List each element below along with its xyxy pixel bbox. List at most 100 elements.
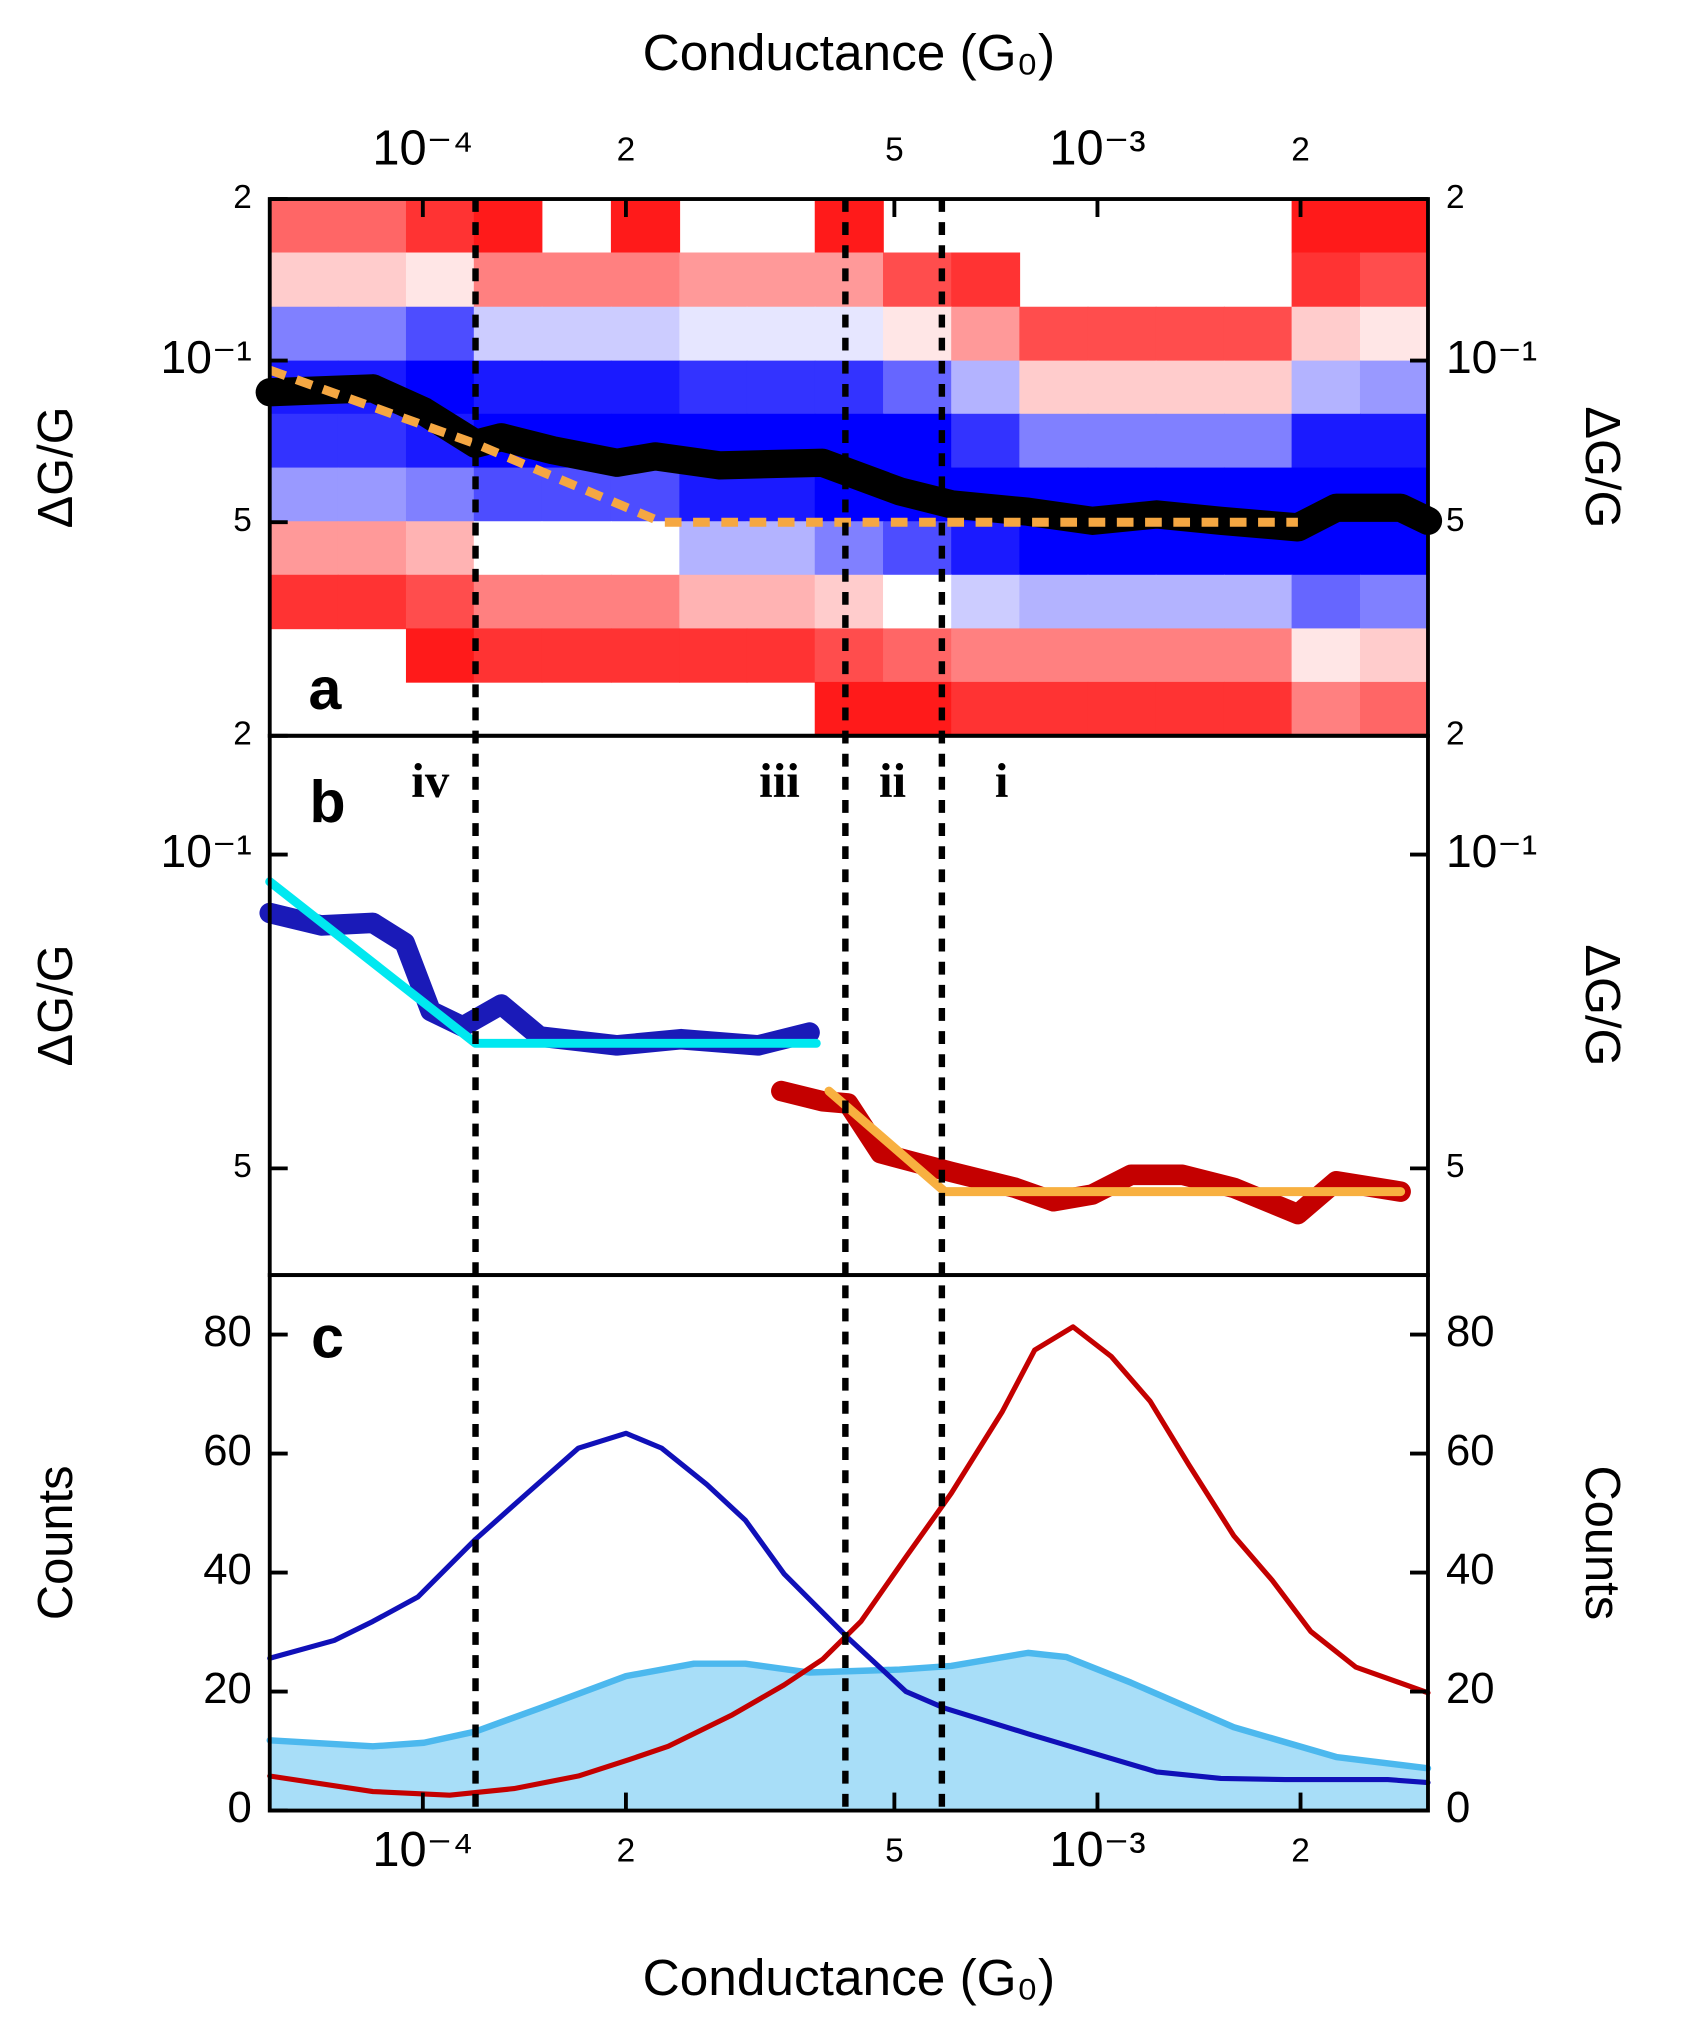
heatmap-cell <box>814 681 884 737</box>
heatmap-cell <box>1291 413 1361 469</box>
heatmap-cell <box>679 306 748 362</box>
heatmap-cell <box>405 628 475 683</box>
heatmap-cell <box>814 199 884 254</box>
heatmap-cell <box>746 521 816 576</box>
axes-layer: 2 2 10⁻¹ 10⁻¹ 5 5 2 2 10⁻⁴ 2 5 10⁻³ 2 Conductance (G₀… <box>29 24 1629 2006</box>
x-tick-label: 10⁻⁴ <box>372 1823 473 1877</box>
y2-axis-label: Counts <box>1575 1466 1629 1621</box>
x-tick-label: 10⁻³ <box>1049 121 1145 175</box>
heatmap-cell <box>951 574 1021 630</box>
heatmap-cell <box>337 521 407 576</box>
heatmap-cell <box>746 306 816 362</box>
y-tick-label: 10⁻¹ <box>161 331 252 383</box>
heatmap-cell <box>405 521 475 576</box>
y2-tick-label: 10⁻¹ <box>1446 825 1537 877</box>
y-axis-label: ΔG/G <box>29 406 83 528</box>
heatmap-cell <box>473 306 543 362</box>
heatmap-cell <box>814 574 884 630</box>
y-tick-label: 80 <box>203 1307 252 1356</box>
y2-tick-label: 2 <box>1446 179 1465 216</box>
heatmap-cell <box>610 574 681 630</box>
heatmap-cell <box>473 252 543 308</box>
region-label: ii <box>879 754 906 808</box>
heatmap-cell <box>1019 681 1089 737</box>
heatmap-cell <box>541 252 612 308</box>
heatmap-cell <box>1223 360 1293 415</box>
heatmap-cell <box>541 306 612 362</box>
heatmap-cell <box>405 306 475 362</box>
heatmap-cell <box>610 199 681 254</box>
x-tick-label: 2 <box>617 131 636 168</box>
heatmap-cell <box>610 306 681 362</box>
line-series <box>266 1649 1432 1772</box>
heatmap-cell <box>405 574 475 630</box>
heatmap-cell <box>679 252 748 308</box>
y-tick-label: 2 <box>233 716 252 753</box>
heatmap-cell <box>1359 252 1429 308</box>
y2-axis-label: ΔG/G <box>1575 944 1629 1066</box>
heatmap-cell <box>746 252 816 308</box>
heatmap-cell <box>1019 628 1089 683</box>
heatmap-cell <box>951 306 1021 362</box>
region-label: i <box>995 754 1009 808</box>
y-axis-label: ΔG/G <box>29 944 83 1066</box>
heatmap-cell <box>1359 306 1429 362</box>
heatmap-cell <box>610 252 681 308</box>
heatmap-cell <box>814 360 884 415</box>
y-tick-label: 5 <box>233 1148 252 1185</box>
heatmap-cell <box>473 199 543 254</box>
x-tick-label: 10⁻⁴ <box>372 121 473 175</box>
heatmap-cell <box>679 574 748 630</box>
line-series <box>267 1324 1431 1798</box>
heatmap-cell <box>269 574 339 630</box>
heatmap-cell <box>1291 199 1361 254</box>
heatmap-cell <box>337 199 407 254</box>
line-series <box>259 902 820 1056</box>
heatmap-cell <box>337 413 407 469</box>
heatmap-cell <box>1155 681 1225 737</box>
y-tick-label: 40 <box>203 1545 252 1594</box>
line-series <box>267 1430 1431 1786</box>
heatmap-cell <box>1291 574 1361 630</box>
line-series <box>255 374 1443 542</box>
heatmap-cell <box>814 521 884 576</box>
y-tick-label: 10⁻¹ <box>161 825 252 877</box>
heatmap-cell <box>610 521 681 576</box>
panel-letter: a <box>309 656 343 722</box>
heatmap-cell <box>1359 413 1429 469</box>
heatmap-cell <box>1359 199 1429 254</box>
heatmap-cell <box>269 467 339 523</box>
x-tick-label: 2 <box>1291 1833 1310 1870</box>
heatmap-cell <box>1155 413 1225 469</box>
heatmap-cell <box>1019 306 1089 362</box>
heatmap-cell <box>951 413 1021 469</box>
heatmap-cell <box>1359 628 1429 683</box>
heatmap-cell <box>1155 306 1225 362</box>
heatmap-cell <box>337 306 407 362</box>
heatmap-cell <box>473 574 543 630</box>
y-tick-label: 60 <box>203 1426 252 1475</box>
heatmap-cell <box>541 574 612 630</box>
y-tick-label: 0 <box>227 1783 251 1832</box>
x-tick-label: 5 <box>885 131 904 168</box>
y2-tick-label: 2 <box>1446 716 1465 753</box>
heatmap-cell <box>1155 574 1225 630</box>
heatmap-cell <box>679 521 748 576</box>
heatmap-cell <box>473 521 543 576</box>
x-tick-label: 5 <box>885 1833 904 1870</box>
heatmap-cell <box>1087 360 1157 415</box>
heatmap-cell <box>1359 574 1429 630</box>
x-axis-label: Conductance (G₀) <box>643 1949 1055 2006</box>
panel-letter: b <box>309 769 345 835</box>
heatmap-cell <box>1291 306 1361 362</box>
panel-frame <box>267 1273 1430 1813</box>
heatmap-cell <box>1019 360 1089 415</box>
y2-tick-label: 5 <box>1446 1148 1465 1185</box>
region-label: iv <box>411 754 450 808</box>
heatmap-cell <box>269 306 339 362</box>
region-label: iii <box>759 754 800 808</box>
heatmap-cell <box>1223 628 1293 683</box>
y2-tick-label: 10⁻¹ <box>1446 331 1537 383</box>
line-series <box>265 877 821 1048</box>
